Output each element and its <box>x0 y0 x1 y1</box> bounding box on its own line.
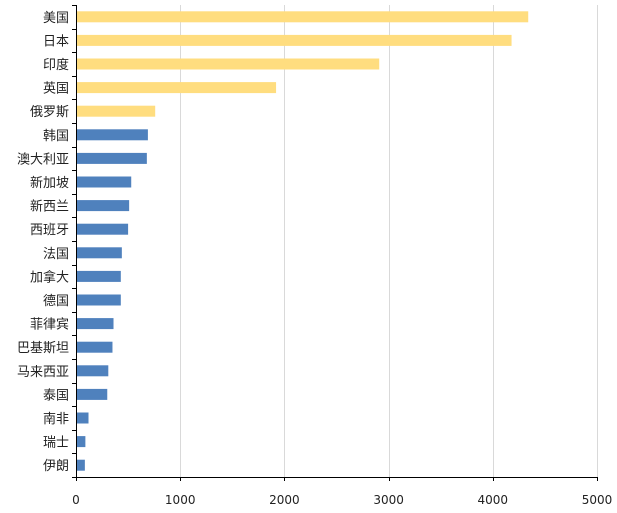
bar-3 <box>77 58 380 70</box>
gridlines <box>180 5 598 477</box>
bar-17 <box>77 388 108 400</box>
category-label-15: 巴基斯坦 <box>17 341 69 356</box>
bar-6 <box>77 129 148 141</box>
bar-16 <box>77 365 109 377</box>
category-labels: 美国日本印度英国俄罗斯韩国澳大利亚新加坡新西兰西班牙法国加拿大德国菲律宾巴基斯坦… <box>17 11 69 474</box>
bar-1 <box>77 11 529 23</box>
bar-5 <box>77 105 156 117</box>
bars <box>77 11 529 471</box>
bar-10 <box>77 223 129 235</box>
bar-13 <box>77 294 121 306</box>
category-label-20: 伊朗 <box>43 459 69 474</box>
x-tick-label-3000: 3000 <box>373 493 404 507</box>
bar-14 <box>77 318 114 330</box>
bar-4 <box>77 82 277 94</box>
category-label-5: 俄罗斯 <box>30 105 69 120</box>
x-tick-label-5000: 5000 <box>582 493 613 507</box>
bar-2 <box>77 34 512 46</box>
bar-12 <box>77 270 121 282</box>
category-label-13: 德国 <box>43 294 69 309</box>
bar-11 <box>77 247 122 259</box>
bar-20 <box>77 459 85 471</box>
category-label-6: 韩国 <box>43 129 69 144</box>
bar-19 <box>77 436 86 448</box>
bar-8 <box>77 176 132 188</box>
category-label-4: 英国 <box>43 82 69 97</box>
category-label-8: 新加坡 <box>30 175 69 191</box>
bar-9 <box>77 200 130 212</box>
category-label-7: 澳大利亚 <box>17 151 69 167</box>
x-tick-label-2000: 2000 <box>269 493 300 507</box>
category-label-16: 马来西亚 <box>17 365 69 380</box>
category-label-1: 美国 <box>43 11 69 26</box>
category-label-12: 加拿大 <box>30 269 69 285</box>
category-label-17: 泰国 <box>43 388 69 403</box>
x-tick-label-1000: 1000 <box>165 493 196 507</box>
category-label-9: 新西兰 <box>30 199 69 215</box>
category-label-18: 南非 <box>43 411 69 427</box>
x-tick-label-0: 0 <box>72 493 80 507</box>
x-tick-label-4000: 4000 <box>478 493 509 507</box>
category-label-11: 法国 <box>43 247 69 262</box>
category-label-2: 日本 <box>43 34 69 49</box>
bar-18 <box>77 412 89 424</box>
category-label-14: 菲律宾 <box>30 317 69 333</box>
axes <box>72 5 598 481</box>
tick-labels: 0 1000 2000 3000 4000 5000 <box>72 493 612 507</box>
bar-15 <box>77 341 113 353</box>
bar-7 <box>77 152 147 164</box>
category-label-3: 印度 <box>43 57 69 73</box>
category-label-19: 瑞士 <box>43 436 69 451</box>
category-label-10: 西班牙 <box>30 223 69 238</box>
